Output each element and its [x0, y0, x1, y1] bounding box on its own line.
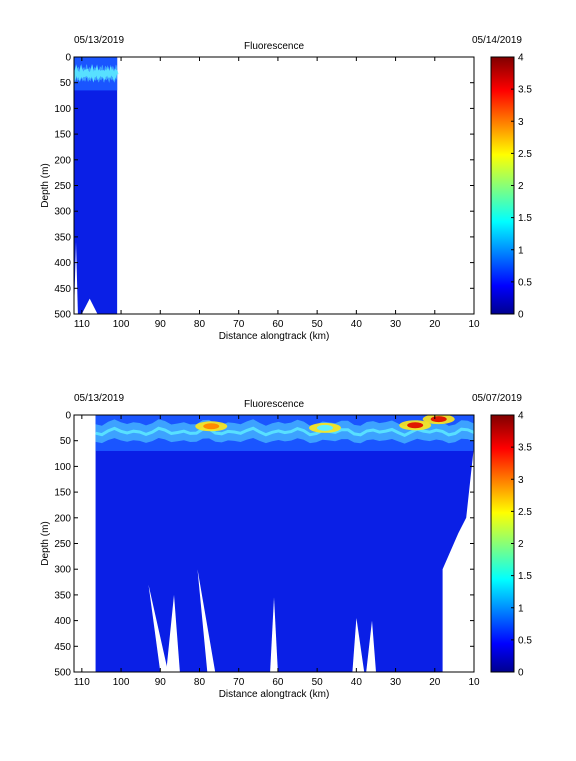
- date-right: 05/07/2019: [472, 393, 522, 404]
- x-tick-label-50: 50: [312, 677, 324, 688]
- y-tick-label-350: 350: [54, 232, 71, 243]
- y-tick-label-0: 0: [65, 411, 71, 422]
- axes-box: [73, 56, 475, 315]
- y-tick-label-450: 450: [54, 642, 71, 653]
- y-axis-label: Depth (m): [40, 521, 51, 565]
- x-tick-label-30: 30: [390, 677, 402, 688]
- colorbar-tick-label-8: 4: [518, 53, 524, 64]
- x-tick-label-80: 80: [194, 319, 206, 330]
- y-tick-label-200: 200: [54, 155, 71, 166]
- no-data-gap-2: [81, 298, 98, 314]
- colorbar-tick-label-5: 2.5: [518, 149, 532, 160]
- colorbar-gradient: [490, 414, 515, 673]
- date-left: 05/13/2019: [74, 35, 124, 46]
- x-tick-label-70: 70: [233, 319, 245, 330]
- x-tick-label-90: 90: [155, 677, 167, 688]
- y-tick-label-0: 0: [65, 53, 71, 64]
- chart-title: Fluorescence: [244, 399, 304, 410]
- y-tick-label-100: 100: [54, 462, 71, 473]
- x-tick-label-10: 10: [468, 677, 480, 688]
- x-tick-label-60: 60: [272, 677, 284, 688]
- x-tick-label-50: 50: [312, 319, 324, 330]
- y-axis-label: Depth (m): [40, 163, 51, 207]
- x-axis-label: Distance alongtrack (km): [219, 689, 330, 700]
- x-tick-label-90: 90: [155, 319, 167, 330]
- no-data-gap-5: [352, 618, 365, 672]
- colorbar-tick-label-5: 2.5: [518, 507, 532, 518]
- no-data-gap-2: [166, 594, 180, 672]
- plot-area: [74, 57, 119, 314]
- colorbar: 0 0.5 1 1.5 2 2.5 3 3.5 4: [490, 53, 532, 321]
- y-tick-label-50: 50: [60, 78, 72, 89]
- hotspot-4: [316, 424, 333, 431]
- y-tick-label-400: 400: [54, 616, 71, 627]
- chlorophyll-max-core: [95, 426, 474, 437]
- x-tick-label-80: 80: [194, 677, 206, 688]
- y-tick-label-250: 250: [54, 181, 71, 192]
- y-tick-label-500: 500: [54, 310, 71, 321]
- colorbar-gradient: [490, 56, 515, 315]
- y-tick-label-300: 300: [54, 565, 71, 576]
- fluorescence-field: [95, 415, 474, 672]
- no-data-gap-6: [366, 620, 376, 672]
- x-tick-label-110: 110: [74, 319, 90, 330]
- chart-title: Fluorescence: [244, 41, 304, 52]
- y-tick-label-250: 250: [54, 539, 71, 550]
- colorbar-tick-label-6: 3: [518, 475, 524, 486]
- colorbar-tick-label-0: 0: [518, 668, 524, 679]
- y-tick-label-450: 450: [54, 284, 71, 295]
- hotspot-3: [430, 416, 447, 423]
- chart-2: 110 100 90 80 70 60 50 40 30 20 100501001502002503…: [40, 393, 532, 700]
- colorbar-tick-label-1: 0.5: [518, 635, 532, 646]
- x-tick-label-30: 30: [390, 319, 402, 330]
- chart-1: 110 100 90 80 70 60 50 40 30 20 100501001502002503…: [40, 35, 532, 342]
- colorbar-tick-label-7: 3.5: [518, 85, 532, 96]
- no-data-gap-7: [442, 445, 474, 672]
- fluorescence-field: [74, 57, 118, 314]
- x-tick-label-40: 40: [351, 319, 363, 330]
- hotspot-2: [407, 422, 424, 429]
- x-tick-label-110: 110: [74, 677, 90, 688]
- colorbar-tick-label-0: 0: [518, 310, 524, 321]
- colorbar-tick-label-1: 0.5: [518, 277, 532, 288]
- no-data-gap-4: [270, 597, 278, 672]
- y-tick-label-200: 200: [54, 513, 71, 524]
- colorbar-tick-label-2: 1: [518, 245, 524, 256]
- colorbar-tick-label-6: 3: [518, 117, 524, 128]
- y-tick-label-400: 400: [54, 258, 71, 269]
- colorbar-tick-label-8: 4: [518, 411, 524, 422]
- y-tick-label-100: 100: [54, 104, 71, 115]
- x-tick-label-10: 10: [468, 319, 480, 330]
- y-tick-label-350: 350: [54, 590, 71, 601]
- colorbar-tick-label-7: 3.5: [518, 443, 532, 454]
- y-tick-label-50: 50: [60, 436, 72, 447]
- y-tick-label-300: 300: [54, 207, 71, 218]
- x-tick-label-40: 40: [351, 677, 363, 688]
- hotspot-1: [203, 423, 220, 430]
- plot-area: [95, 415, 474, 672]
- x-tick-label-100: 100: [113, 677, 130, 688]
- no-data-gap-1: [148, 584, 169, 672]
- colorbar: 0 0.5 1 1.5 2 2.5 3 3.5 4: [490, 411, 532, 679]
- x-tick-label-20: 20: [429, 677, 441, 688]
- x-tick-label-60: 60: [272, 319, 284, 330]
- x-tick-label-100: 100: [113, 319, 130, 330]
- colorbar-tick-label-3: 1.5: [518, 571, 532, 582]
- y-tick-label-500: 500: [54, 668, 71, 679]
- colorbar-tick-label-3: 1.5: [518, 213, 532, 224]
- x-axis-label: Distance alongtrack (km): [219, 331, 330, 342]
- colorbar-tick-label-4: 2: [518, 539, 524, 550]
- no-data-gap-3: [197, 569, 216, 672]
- colorbar-tick-label-4: 2: [518, 181, 524, 192]
- colorbar-tick-label-2: 1: [518, 603, 524, 614]
- no-data-gap-1: [74, 242, 78, 314]
- date-right: 05/14/2019: [472, 35, 522, 46]
- x-tick-label-20: 20: [429, 319, 441, 330]
- date-left: 05/13/2019: [74, 393, 124, 404]
- y-tick-label-150: 150: [54, 130, 71, 141]
- x-tick-label-70: 70: [233, 677, 245, 688]
- y-tick-label-150: 150: [54, 488, 71, 499]
- chlorophyll-max-core: [74, 64, 119, 83]
